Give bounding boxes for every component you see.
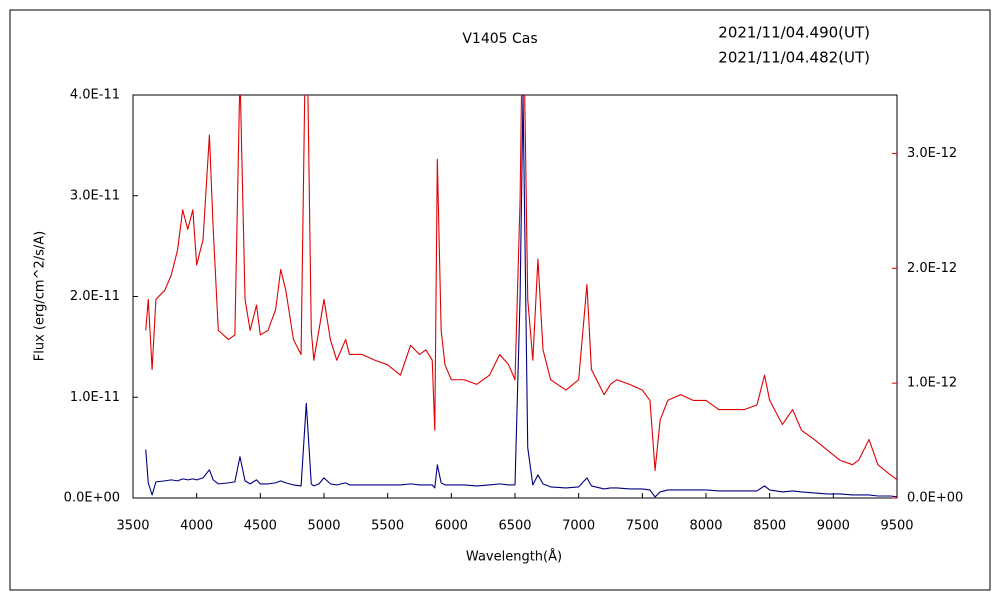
y2-tick-label: 0.0E+00 [907,491,963,506]
x-tick-label: 4000 [180,519,213,534]
x-tick-label: 8000 [689,519,722,534]
x-axis-label: Wavelength(Å) [466,549,562,565]
legend-entry: 2021/11/04.482(UT) [718,49,870,67]
series-line [145,95,897,498]
x-tick-label: 6000 [435,519,468,534]
x-tick-label: 9500 [880,519,913,534]
legend-entry: 2021/11/04.490(UT) [718,24,870,42]
y2-tick-label: 3.0E-12 [907,146,957,161]
y2-tick-label: 1.0E-12 [907,376,957,391]
y2-tick-label: 2.0E-12 [907,261,957,276]
x-tick-label: 4500 [244,519,277,534]
chart-title: V1405 Cas [462,31,537,47]
x-tick-label: 8500 [753,519,786,534]
frame [9,9,991,591]
y-tick-label: 0.0E+00 [64,491,120,506]
y-tick-label: 4.0E-11 [70,88,120,103]
y-tick-label: 1.0E-11 [70,390,120,405]
x-tick-label: 5000 [307,519,340,534]
x-tick-label: 9000 [817,519,850,534]
y-axis-label: Flux (erg/cm^2/s/A) [33,231,48,361]
x-tick-label: 7500 [626,519,659,534]
y-tick-label: 3.0E-11 [70,188,120,203]
series-line [145,95,897,481]
x-tick-label: 3500 [116,519,149,534]
x-tick-label: 7000 [562,519,595,534]
series-group [145,95,897,498]
x-tick-label: 5500 [371,519,404,534]
y-tick-label: 2.0E-11 [70,289,120,304]
x-tick-label: 6500 [498,519,531,534]
